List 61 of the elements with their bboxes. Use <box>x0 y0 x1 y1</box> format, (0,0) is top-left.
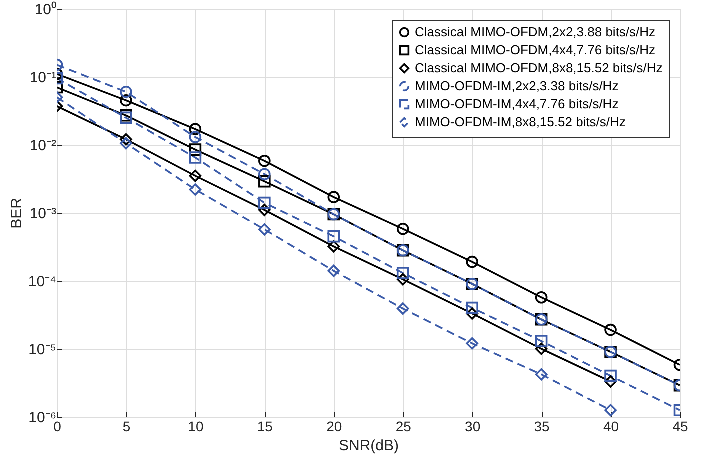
point <box>466 256 478 268</box>
x-axis-title: SNR(dB) <box>338 438 400 454</box>
y-tick-label: 10⁰ <box>34 2 56 18</box>
point <box>328 264 340 278</box>
x-tick-label: 0 <box>54 418 62 434</box>
y-tick-label: 10⁻⁴ <box>28 274 56 290</box>
point <box>328 191 340 204</box>
legend-label: MIMO-OFDM-IM,2x2,3.38 bits/s/Hz <box>415 78 619 94</box>
point <box>189 144 202 156</box>
x-tick-label: 10 <box>188 418 204 434</box>
point <box>604 404 617 417</box>
point <box>189 123 202 136</box>
x-tick-label: 35 <box>534 418 550 434</box>
point <box>604 370 617 382</box>
point <box>120 133 132 146</box>
point <box>120 112 132 124</box>
point <box>189 170 202 182</box>
point <box>396 273 410 286</box>
legend-label: MIMO-OFDM-IM,4x4,7.76 bits/s/Hz <box>415 96 619 112</box>
point <box>258 175 271 188</box>
point <box>535 342 548 356</box>
legend-label: MIMO-OFDM-IM,8x8,15.52 bits/s/Hz <box>415 114 626 130</box>
y-tick-label: 10⁻² <box>30 138 56 154</box>
legend-label: Classical MIMO-OFDM,8x8,15.52 bits/s/Hz <box>415 60 663 76</box>
point <box>258 223 271 236</box>
point <box>189 152 202 164</box>
point <box>535 368 548 381</box>
x-tick-label: 40 <box>603 418 620 434</box>
x-tick-label: 20 <box>326 418 342 434</box>
point <box>258 154 271 168</box>
point <box>396 222 410 236</box>
y-axis-title: BER <box>8 198 26 229</box>
point <box>189 131 202 144</box>
point <box>604 324 617 336</box>
legend-label: Classical MIMO-OFDM,2x2,3.88 bits/s/Hz <box>415 24 656 40</box>
y-tick-label: 10⁻¹ <box>30 70 56 86</box>
x-tick-label: 5 <box>122 418 131 434</box>
point <box>189 184 202 196</box>
y-tick-label: 10⁻³ <box>30 206 56 222</box>
point <box>535 335 548 348</box>
point <box>604 376 617 388</box>
point <box>258 204 271 216</box>
point <box>535 291 548 304</box>
point <box>396 267 410 280</box>
point <box>258 196 271 210</box>
x-tick-label: 25 <box>396 418 412 434</box>
point <box>396 302 410 315</box>
point <box>328 230 340 243</box>
point <box>466 308 478 320</box>
point <box>328 240 340 253</box>
y-tick-label: 10⁻⁵ <box>28 342 56 358</box>
x-tick-label: 30 <box>465 418 481 434</box>
point <box>258 168 271 180</box>
legend-label: Classical MIMO-OFDM,4x4,7.76 bits/s/Hz <box>415 42 656 58</box>
point <box>120 137 132 150</box>
x-tick-label: 15 <box>257 418 274 434</box>
x-tick-label: 45 <box>672 418 688 434</box>
point <box>120 94 132 107</box>
point <box>466 337 478 350</box>
point <box>466 302 478 314</box>
point <box>120 86 132 98</box>
